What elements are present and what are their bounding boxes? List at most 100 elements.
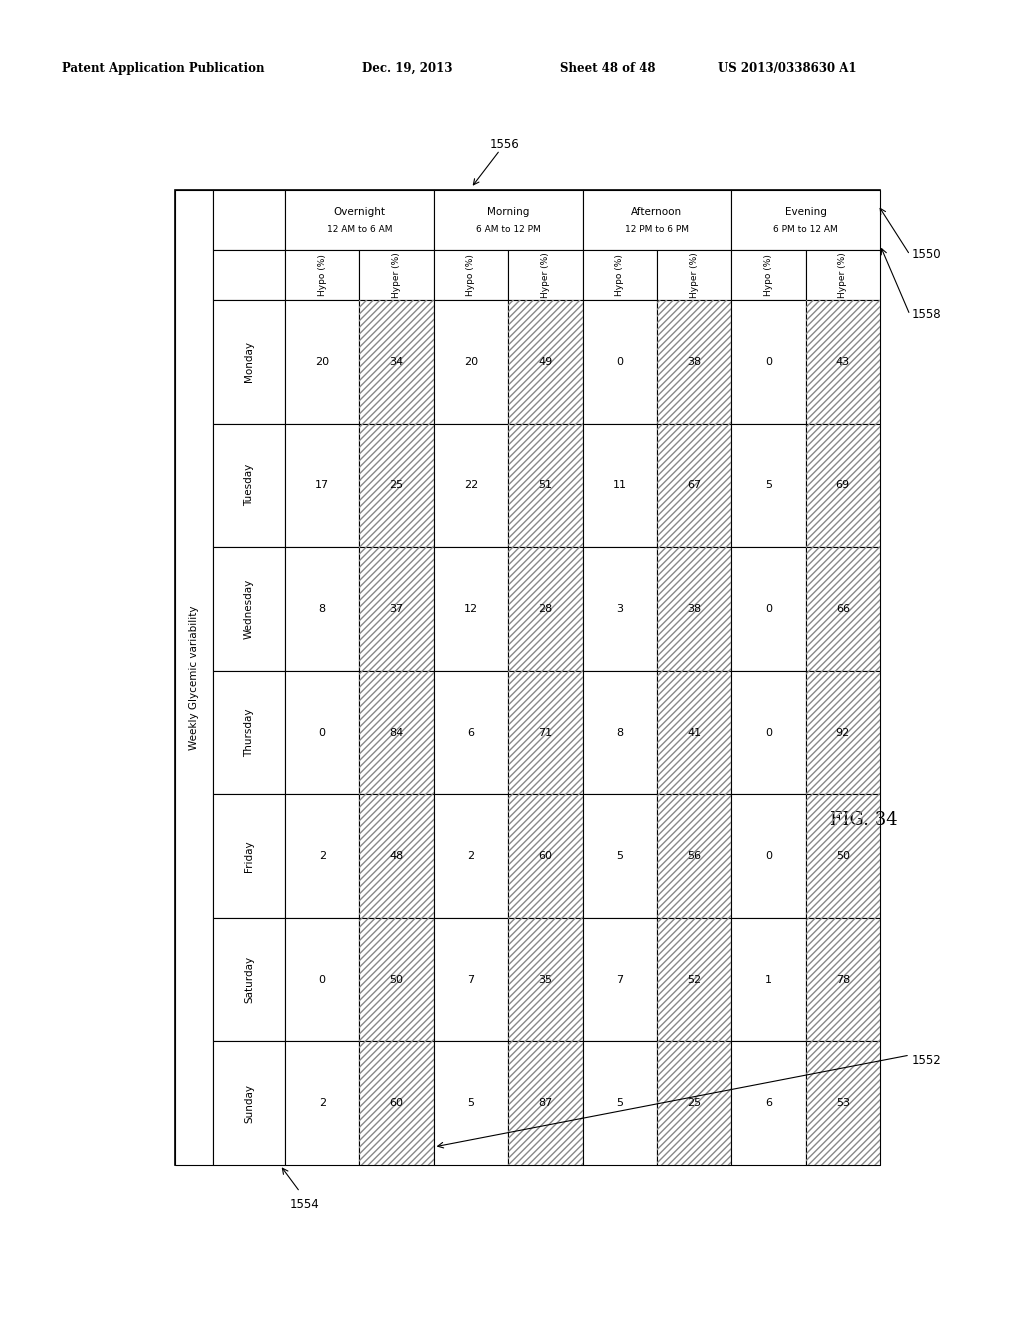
- Bar: [508, 424, 583, 548]
- Text: 41: 41: [687, 727, 701, 738]
- Text: 50: 50: [389, 974, 403, 985]
- Text: 8: 8: [318, 605, 326, 614]
- Bar: [359, 548, 434, 671]
- Bar: [656, 917, 731, 1041]
- Bar: [731, 917, 806, 1041]
- Bar: [285, 795, 359, 917]
- Text: 53: 53: [836, 1098, 850, 1109]
- Bar: [285, 424, 359, 548]
- Text: FIG. 34: FIG. 34: [830, 810, 898, 829]
- Bar: [359, 300, 434, 424]
- Bar: [213, 190, 285, 249]
- Text: Overnight: Overnight: [334, 207, 385, 216]
- Bar: [434, 1041, 508, 1166]
- Text: 51: 51: [539, 480, 552, 490]
- Text: 0: 0: [765, 727, 772, 738]
- Text: 69: 69: [836, 480, 850, 490]
- Bar: [583, 671, 656, 795]
- Bar: [285, 671, 359, 795]
- Text: 5: 5: [765, 480, 772, 490]
- Bar: [508, 671, 583, 795]
- Bar: [656, 548, 731, 671]
- Bar: [656, 795, 731, 917]
- Bar: [583, 548, 656, 671]
- Text: 78: 78: [836, 974, 850, 985]
- Text: 66: 66: [836, 605, 850, 614]
- Bar: [731, 424, 806, 548]
- Text: 71: 71: [539, 727, 552, 738]
- Bar: [508, 300, 583, 424]
- Bar: [806, 424, 880, 548]
- Text: 0: 0: [765, 356, 772, 367]
- Text: Tuesday: Tuesday: [244, 465, 254, 507]
- Text: Hypo (%): Hypo (%): [317, 253, 327, 296]
- Bar: [508, 249, 583, 300]
- Text: Hyper (%): Hyper (%): [392, 252, 401, 298]
- Text: 56: 56: [687, 851, 701, 861]
- Bar: [731, 671, 806, 795]
- Bar: [583, 917, 656, 1041]
- Text: Friday: Friday: [244, 841, 254, 873]
- Bar: [806, 249, 880, 300]
- Bar: [806, 1041, 880, 1166]
- Text: 12: 12: [464, 605, 478, 614]
- Bar: [508, 795, 583, 917]
- Bar: [359, 671, 434, 795]
- Bar: [508, 548, 583, 671]
- Text: 8: 8: [616, 727, 624, 738]
- Text: 1556: 1556: [490, 139, 520, 152]
- Text: 60: 60: [539, 851, 552, 861]
- Bar: [806, 1041, 880, 1166]
- Bar: [508, 917, 583, 1041]
- Text: 7: 7: [467, 974, 474, 985]
- Text: Patent Application Publication: Patent Application Publication: [62, 62, 264, 75]
- Text: Hyper (%): Hyper (%): [689, 252, 698, 298]
- Bar: [583, 300, 656, 424]
- Text: Dec. 19, 2013: Dec. 19, 2013: [362, 62, 453, 75]
- Text: 92: 92: [836, 727, 850, 738]
- Bar: [359, 548, 434, 671]
- Bar: [285, 249, 359, 300]
- Bar: [175, 190, 213, 1166]
- Text: 28: 28: [539, 605, 552, 614]
- Bar: [806, 917, 880, 1041]
- Text: 12 PM to 6 PM: 12 PM to 6 PM: [625, 226, 689, 235]
- Text: 12 AM to 6 AM: 12 AM to 6 AM: [327, 226, 392, 235]
- Bar: [359, 1041, 434, 1166]
- Text: Hypo (%): Hypo (%): [467, 253, 475, 296]
- Text: 60: 60: [389, 1098, 403, 1109]
- Text: Hypo (%): Hypo (%): [764, 253, 773, 296]
- Bar: [213, 300, 285, 424]
- Bar: [434, 795, 508, 917]
- Bar: [806, 300, 880, 424]
- Text: 0: 0: [765, 851, 772, 861]
- Text: 25: 25: [389, 480, 403, 490]
- Bar: [359, 795, 434, 917]
- Bar: [285, 1041, 359, 1166]
- Bar: [583, 1041, 656, 1166]
- Text: 0: 0: [318, 974, 326, 985]
- Text: 0: 0: [765, 605, 772, 614]
- Bar: [731, 300, 806, 424]
- Bar: [806, 548, 880, 671]
- Text: 2: 2: [318, 1098, 326, 1109]
- Text: US 2013/0338630 A1: US 2013/0338630 A1: [718, 62, 856, 75]
- Text: 34: 34: [389, 356, 403, 367]
- Text: 38: 38: [687, 356, 701, 367]
- Text: 1552: 1552: [912, 1053, 942, 1067]
- Bar: [656, 424, 731, 548]
- Text: 20: 20: [315, 356, 330, 367]
- Bar: [656, 300, 731, 424]
- Text: 87: 87: [539, 1098, 552, 1109]
- Bar: [213, 795, 285, 917]
- Text: 67: 67: [687, 480, 701, 490]
- Text: Monday: Monday: [244, 342, 254, 383]
- Bar: [359, 424, 434, 548]
- Text: 49: 49: [539, 356, 552, 367]
- Text: 0: 0: [318, 727, 326, 738]
- Bar: [806, 795, 880, 917]
- Text: 2: 2: [318, 851, 326, 861]
- Bar: [656, 1041, 731, 1166]
- Bar: [434, 548, 508, 671]
- Bar: [656, 424, 731, 548]
